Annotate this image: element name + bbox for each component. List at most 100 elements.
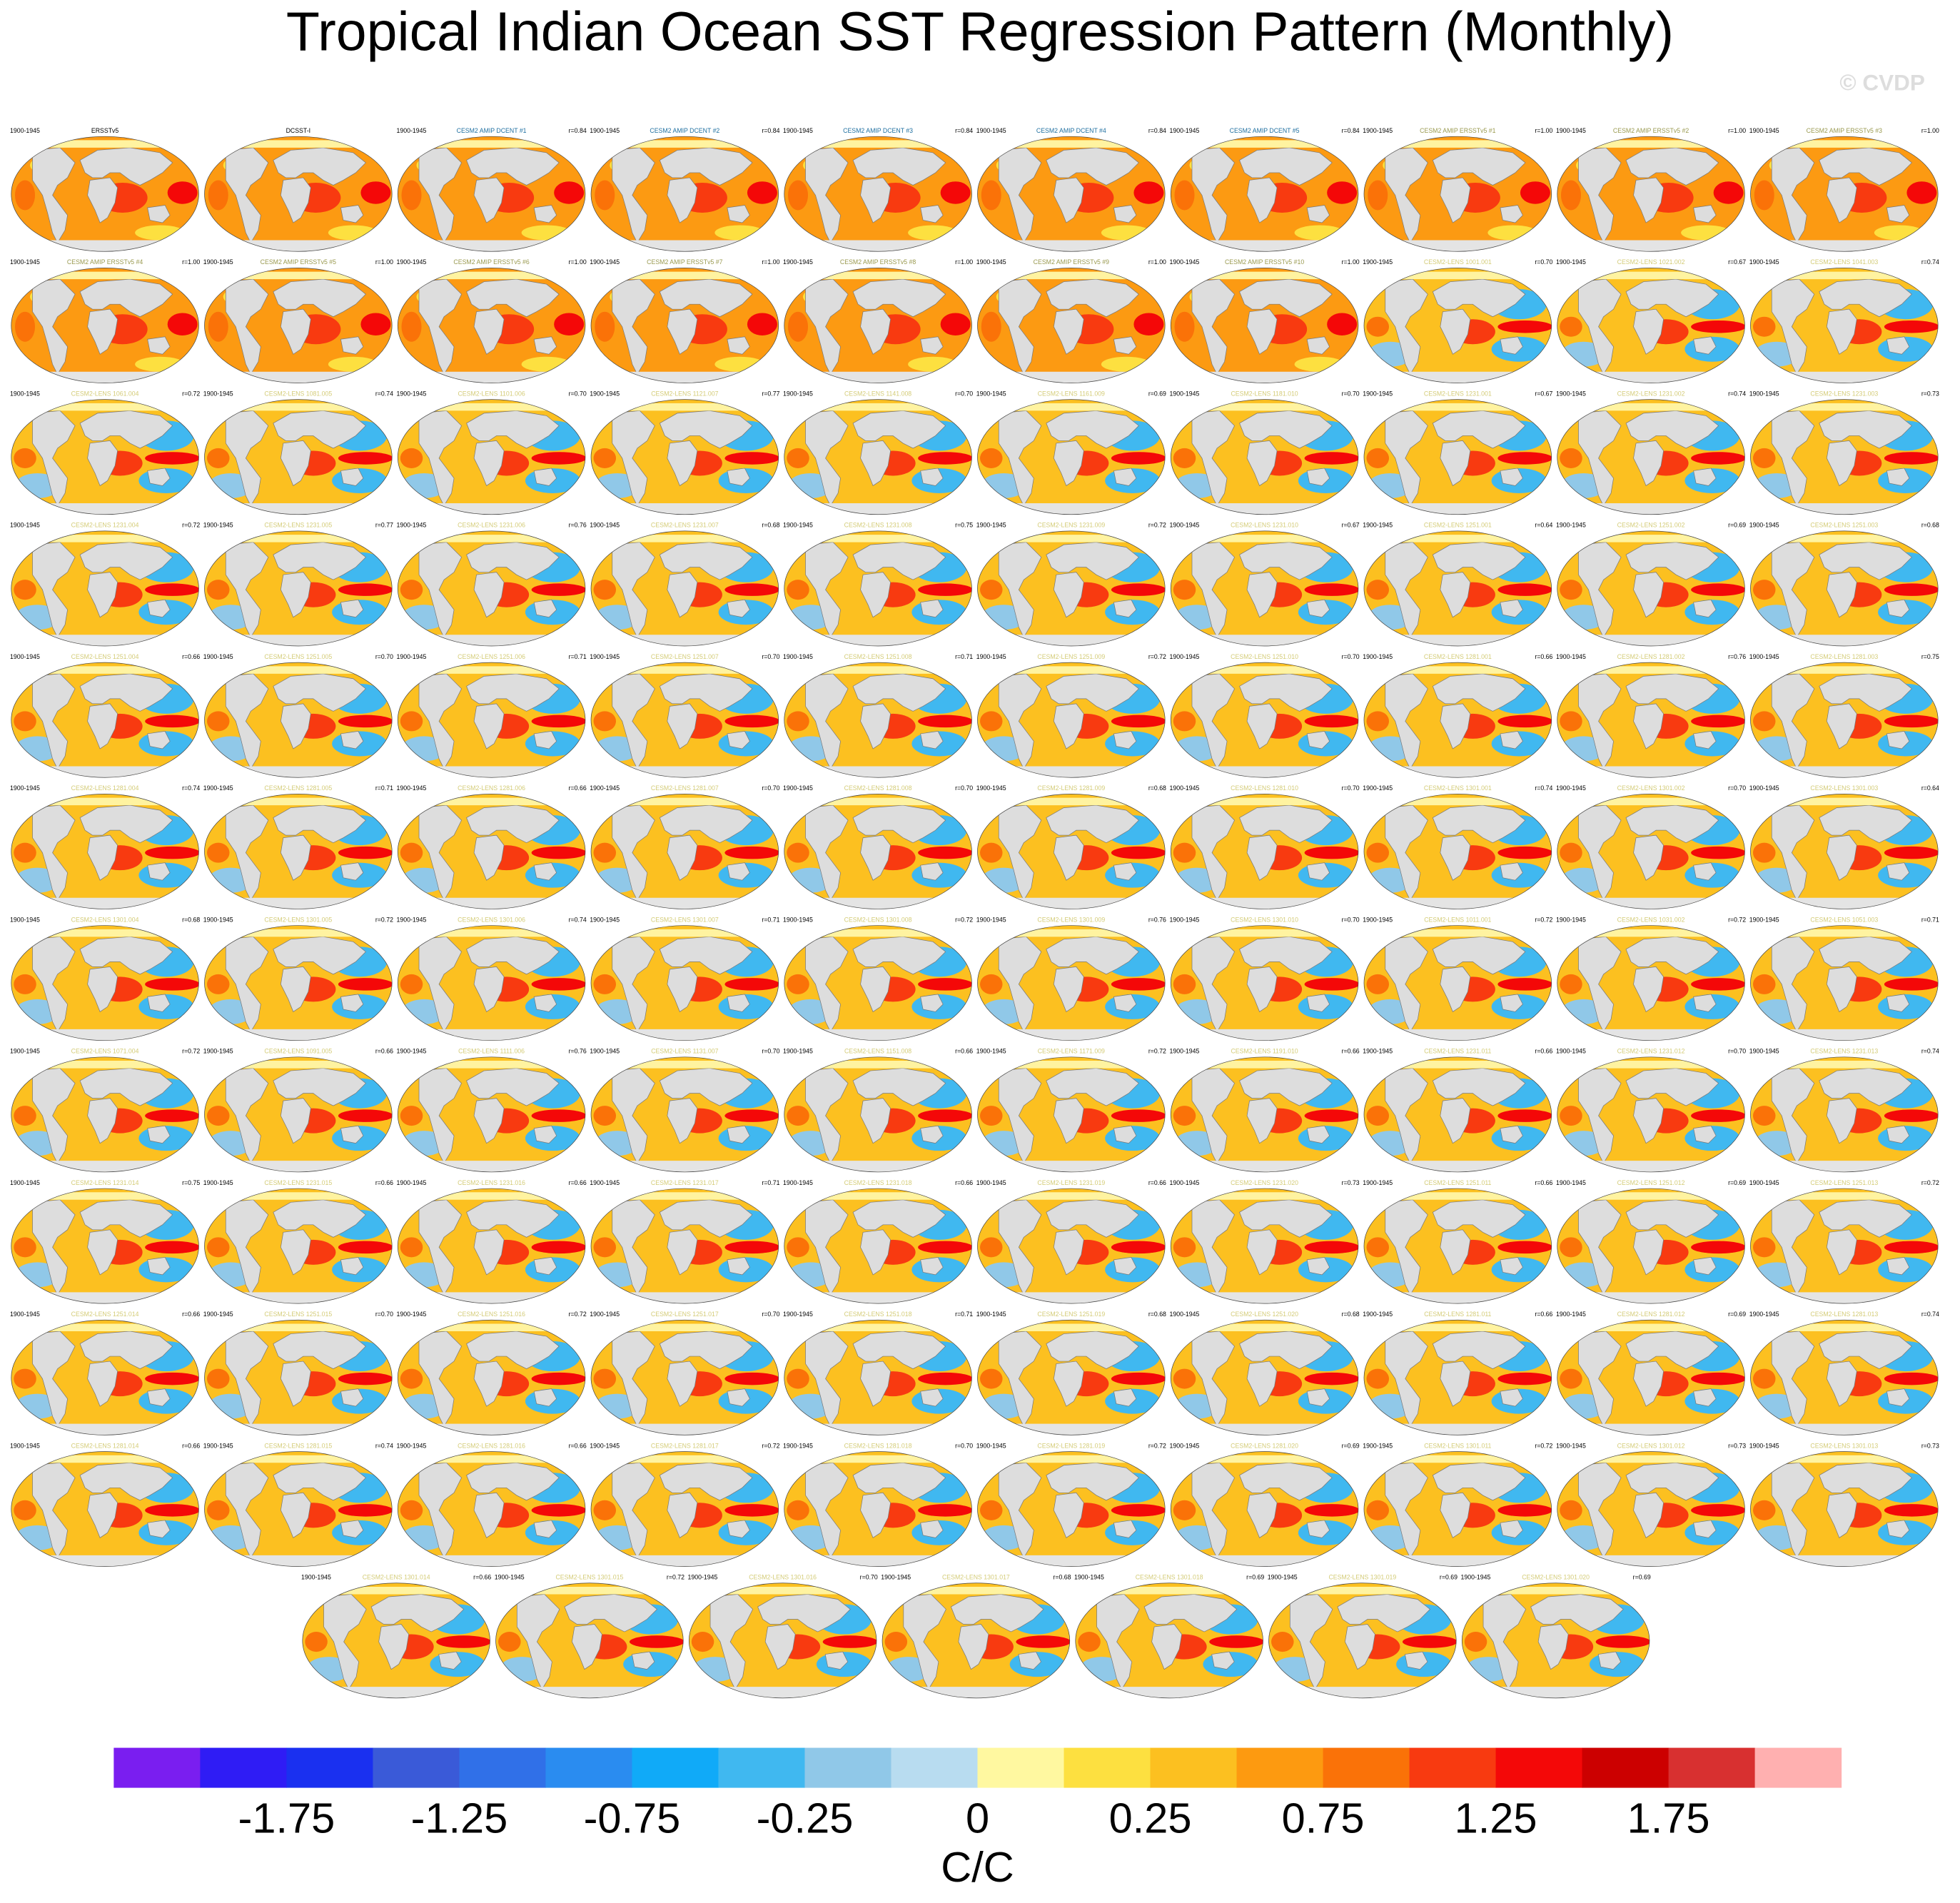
panel-period: 1900-1945 <box>976 1179 1006 1186</box>
panel-title: CESM2-LENS 1301.010 <box>1231 916 1298 923</box>
panel-correlation: r=0.72 <box>762 1442 779 1449</box>
panel-correlation: r=0.70 <box>860 1573 878 1580</box>
map-panel: CESM2-LENS 1301.009 1900-1945 r=0.76 <box>976 916 1166 1044</box>
map-panel: CESM2-LENS 1231.002 1900-1945 r=0.74 <box>1556 390 1746 518</box>
panel-correlation: r=0.70 <box>762 1311 779 1318</box>
panel-period: 1900-1945 <box>1169 390 1199 397</box>
panel-correlation: r=0.71 <box>762 1179 779 1186</box>
map <box>10 398 200 518</box>
panel-period: 1900-1945 <box>397 653 427 660</box>
panel-correlation: r=0.70 <box>375 1311 393 1318</box>
panel-title: CESM2-LENS 1181.010 <box>1231 390 1298 397</box>
map <box>783 398 973 518</box>
panel-period: 1900-1945 <box>783 1179 813 1186</box>
panel-period: 1900-1945 <box>1363 653 1393 660</box>
panel-period: 1900-1945 <box>688 1573 718 1580</box>
colorbar-box <box>373 1747 460 1788</box>
panel-correlation: r=0.72 <box>1921 1179 1939 1186</box>
map-panel: CESM2-LENS 1301.001 1900-1945 r=0.74 <box>1363 784 1552 913</box>
map <box>10 135 200 255</box>
panel-correlation: r=0.66 <box>182 653 200 660</box>
map <box>1169 267 1359 387</box>
panel-title: CESM2-LENS 1251.001 <box>1424 522 1492 529</box>
panel-correlation: r=0.68 <box>1148 784 1166 792</box>
panel-correlation: r=0.66 <box>182 1442 200 1449</box>
colorbar-tick-label: 0.75 <box>1282 1795 1365 1842</box>
colorbar-box <box>545 1747 632 1788</box>
map <box>203 267 393 387</box>
colorbar-box <box>632 1747 719 1788</box>
map <box>1749 530 1939 650</box>
panel-correlation: r=0.74 <box>1728 390 1746 397</box>
panel-title: CESM2-LENS 1231.015 <box>264 1179 332 1186</box>
panel-title: CESM2-LENS 1301.017 <box>942 1573 1010 1580</box>
panel-period: 1900-1945 <box>1363 522 1393 529</box>
map <box>1749 398 1939 518</box>
panel-title: CESM2-LENS 1021.002 <box>1617 258 1685 266</box>
panel-title: CESM2-LENS 1231.005 <box>264 522 332 529</box>
map <box>783 793 973 913</box>
panel-correlation: r=1.00 <box>569 258 587 266</box>
panel-correlation: r=0.70 <box>375 653 393 660</box>
colorbar-box <box>1323 1747 1410 1788</box>
panel-title: CESM2-LENS 1281.010 <box>1231 784 1298 792</box>
map <box>976 661 1166 781</box>
map-panel: CESM2-LENS 1231.015 1900-1945 r=0.66 <box>203 1179 393 1308</box>
map <box>590 1056 779 1176</box>
panel-correlation: r=0.70 <box>762 1048 779 1055</box>
map <box>397 793 587 913</box>
panel-title: CESM2-LENS 1281.001 <box>1424 653 1492 660</box>
panel-title: CESM2-LENS 1301.019 <box>1328 1573 1396 1580</box>
panel-period: 1900-1945 <box>1169 1311 1199 1318</box>
panel-title: CESM2-LENS 1071.004 <box>71 1048 139 1055</box>
colorbar-tick-label: 0.25 <box>1109 1795 1192 1842</box>
map-panel: CESM2-LENS 1191.010 1900-1945 r=0.66 <box>1169 1048 1359 1176</box>
panel-correlation: r=0.70 <box>1728 784 1746 792</box>
panel-period: 1900-1945 <box>1749 390 1779 397</box>
panel-period: 1900-1945 <box>1363 1048 1393 1055</box>
map <box>976 267 1166 387</box>
panel-correlation: r=0.73 <box>1921 1442 1939 1449</box>
panel-correlation: r=0.70 <box>1342 784 1360 792</box>
panel-period: 1900-1945 <box>783 522 813 529</box>
map <box>1461 1582 1651 1702</box>
map <box>10 530 200 650</box>
map-panel: CESM2 AMIP ERSSTv5 #3 1900-1945 r=1.00 <box>1749 127 1939 256</box>
panel-title: CESM2-LENS 1281.006 <box>458 784 525 792</box>
map-panel: CESM2-LENS 1301.014 1900-1945 r=0.66 <box>301 1573 491 1702</box>
panel-title: CESM2-LENS 1091.005 <box>264 1048 332 1055</box>
panel-period: 1900-1945 <box>203 916 233 923</box>
panel-title: CESM2-LENS 1281.019 <box>1037 1442 1105 1449</box>
map-panel: CESM2 AMIP DCENT #4 1900-1945 r=0.84 <box>976 127 1166 256</box>
map <box>203 530 393 650</box>
map <box>203 135 393 255</box>
panel-correlation: r=0.66 <box>569 1179 587 1186</box>
panel-correlation: r=0.84 <box>1148 127 1166 134</box>
map <box>1556 267 1746 387</box>
map-panel: CESM2-LENS 1301.013 1900-1945 r=0.73 <box>1749 1442 1939 1570</box>
panel-period: 1900-1945 <box>1749 916 1779 923</box>
panel-title: CESM2-LENS 1301.002 <box>1617 784 1685 792</box>
map-panel: CESM2-LENS 1301.004 1900-1945 r=0.68 <box>10 916 200 1044</box>
panel-title: CESM2-LENS 1281.020 <box>1231 1442 1298 1449</box>
map <box>10 793 200 913</box>
map-panel: CESM2-LENS 1011.001 1900-1945 r=0.72 <box>1363 916 1552 1044</box>
map-panel: CESM2-LENS 1251.007 1900-1945 r=0.70 <box>590 653 779 782</box>
panel-correlation: r=0.72 <box>182 522 200 529</box>
panel-period: 1900-1945 <box>397 127 427 134</box>
panel-title: CESM2-LENS 1231.020 <box>1231 1179 1298 1186</box>
map <box>1169 1056 1359 1176</box>
panel-title: CESM2 AMIP DCENT #2 <box>650 127 719 134</box>
panel-period: 1900-1945 <box>590 1048 620 1055</box>
panel-title: CESM2-LENS 1251.010 <box>1231 653 1298 660</box>
panel-correlation: r=0.66 <box>473 1573 491 1580</box>
panel-correlation: r=0.72 <box>1535 1442 1552 1449</box>
map-panel: CESM2-LENS 1251.012 1900-1945 r=0.69 <box>1556 1179 1746 1308</box>
map <box>10 1187 200 1307</box>
map-panel: CESM2-LENS 1231.016 1900-1945 r=0.66 <box>397 1179 587 1308</box>
colorbar-box <box>286 1747 373 1788</box>
panel-period: 1900-1945 <box>976 390 1006 397</box>
panel-period: 1900-1945 <box>783 258 813 266</box>
panel-period: 1900-1945 <box>1556 1442 1586 1449</box>
map <box>10 1056 200 1176</box>
